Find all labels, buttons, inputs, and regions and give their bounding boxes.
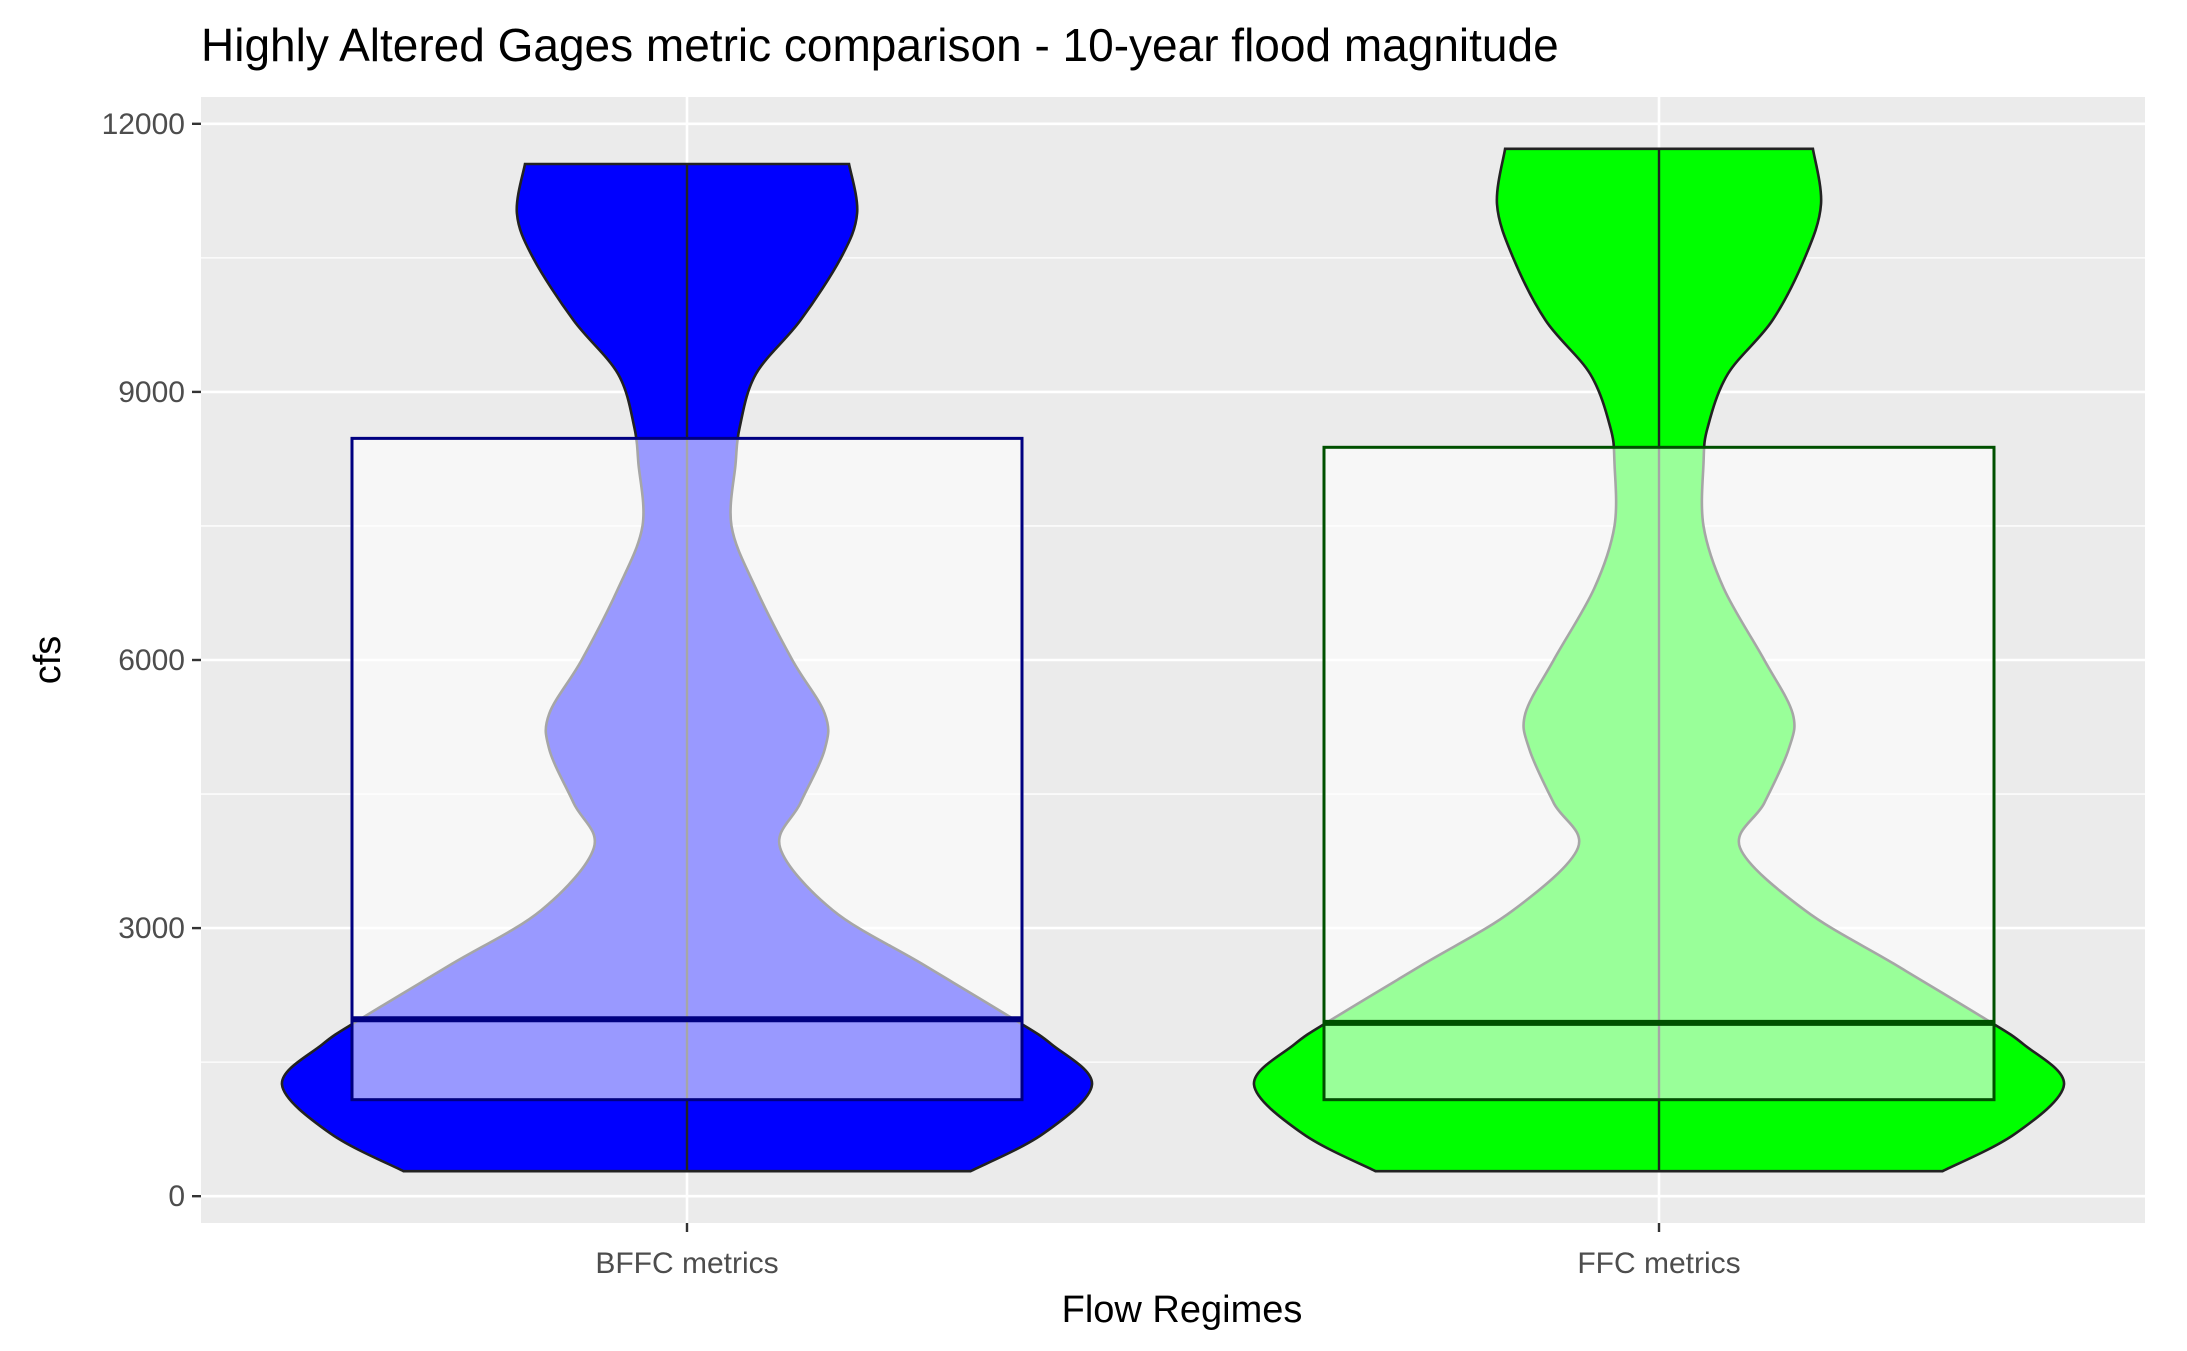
x-axis-title: Flow Regimes xyxy=(1062,1289,1303,1331)
y-tick-label: 6000 xyxy=(118,644,185,677)
y-tick-label: 3000 xyxy=(118,912,185,945)
x-tick-label: FFC metrics xyxy=(1577,1247,1740,1280)
box-iqr xyxy=(1322,445,1996,1102)
boxplots xyxy=(350,148,1996,1172)
y-tick-label: 12000 xyxy=(102,108,185,141)
box-iqr xyxy=(350,436,1024,1102)
chart-title: Highly Altered Gages metric comparison -… xyxy=(201,19,1559,71)
y-axis-title: cfs xyxy=(27,636,69,685)
y-tick-label: 9000 xyxy=(118,376,185,409)
axes: 0 3000 6000 9000 12000 BFFC metrics FFC metric… xyxy=(102,108,1741,1280)
y-tick-label: 0 xyxy=(168,1180,185,1213)
x-tick-label: BFFC metrics xyxy=(595,1247,778,1280)
